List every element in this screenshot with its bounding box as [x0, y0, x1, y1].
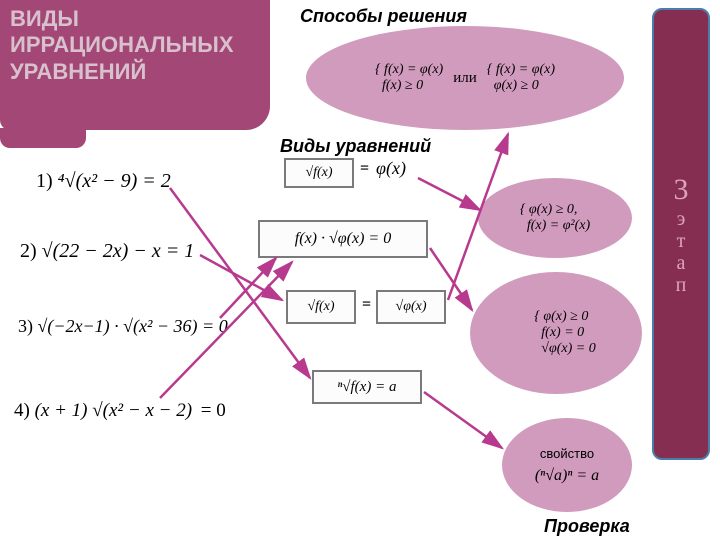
- eq3-num: 3): [18, 316, 33, 336]
- header-check: Проверка: [544, 516, 630, 537]
- property-eq: (ⁿ√a)ⁿ = a: [535, 467, 599, 485]
- eq1-body: ⁴√(x² − 9) = 2: [58, 170, 171, 192]
- box1-eq: =: [360, 160, 369, 178]
- ellipse-property: свойство (ⁿ√a)ⁿ = a: [502, 418, 632, 512]
- eq3-body: √(−2x−1) · √(x² − 36) = 0: [38, 316, 228, 336]
- eq1-num: 1): [36, 170, 53, 192]
- property-label: свойство: [540, 446, 594, 461]
- box-fx3-right: √φ(x): [376, 290, 446, 324]
- box-fx2: f(x) · √φ(x) = 0: [258, 220, 428, 258]
- ways-or: или: [453, 70, 477, 87]
- stage-tab: 3 э т а п: [652, 8, 710, 460]
- slide: ВИДЫ ИРРАЦИОНАЛЬНЫХ УРАВНЕНИЙ 3 э т а п …: [0, 0, 720, 540]
- title-strip: [0, 128, 86, 148]
- stage-l3: а: [674, 252, 689, 274]
- box-fx4: ⁿ√f(x) = a: [312, 370, 422, 404]
- stage-l1: э: [674, 208, 689, 230]
- box-fx3-left: √f(x): [286, 290, 356, 324]
- stage-l4: п: [674, 274, 689, 296]
- eq4-body: (x + 1) √(x² − x − 2): [35, 400, 192, 421]
- stage-number: 3: [674, 173, 689, 206]
- ellipse-cond2: { φ(x) ≥ 0 f(x) = 0 √φ(x) = 0: [470, 272, 642, 394]
- eq4-tail: = 0: [201, 400, 226, 421]
- box3-eq: =: [362, 296, 371, 314]
- title-text: ВИДЫ ИРРАЦИОНАЛЬНЫХ УРАВНЕНИЙ: [10, 6, 234, 84]
- header-ways: Способы решения: [300, 6, 467, 27]
- eq2-num: 2): [20, 240, 37, 262]
- ellipse-cond1: { φ(x) ≥ 0, f(x) = φ²(x): [478, 178, 632, 258]
- box1-phi: φ(x): [376, 158, 406, 179]
- eq4-num: 4): [14, 400, 30, 421]
- stage-l2: т: [674, 230, 689, 252]
- ways-left: { f(x) = φ(x) f(x) ≥ 0: [375, 62, 443, 94]
- title-box: ВИДЫ ИРРАЦИОНАЛЬНЫХ УРАВНЕНИЙ: [0, 0, 270, 130]
- eq2-body: √(22 − 2x) − x = 1: [42, 240, 195, 262]
- ellipse-ways: { f(x) = φ(x) f(x) ≥ 0 или { f(x) = φ(x)…: [306, 26, 624, 130]
- box-fx1: √f(x): [284, 158, 354, 188]
- header-kinds: Виды уравнений: [280, 136, 431, 157]
- ways-right: { f(x) = φ(x) φ(x) ≥ 0: [487, 62, 555, 94]
